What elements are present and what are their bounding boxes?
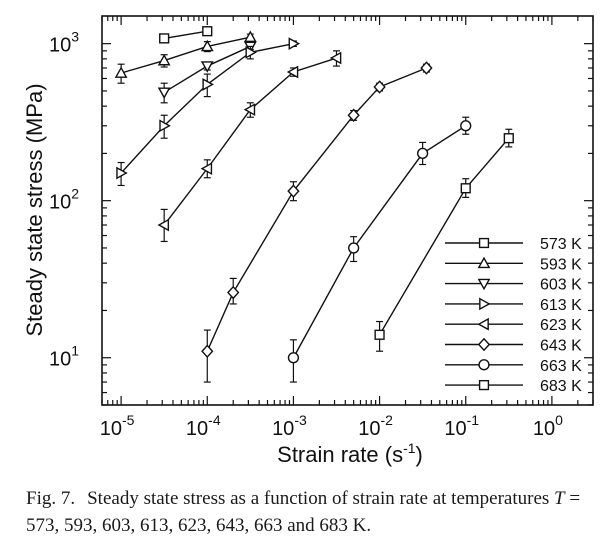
data-point [287,352,300,364]
legend-item: 643 K [445,338,582,355]
legend-marker [478,359,490,371]
data-point [159,119,171,133]
legend-marker [477,278,491,291]
data-point [245,45,257,59]
x-tick-label: 10-5 [100,412,135,440]
x-tick-label: 10-2 [358,412,393,440]
data-point [420,61,433,75]
data-point [202,26,213,37]
data-point [227,285,240,300]
data-point [243,30,257,43]
legend-label: 593 K [540,256,582,273]
legend-label: 573 K [540,236,582,253]
legend-label: 623 K [540,317,582,334]
data-point [347,108,360,123]
data-point [202,78,214,91]
x-tick-label: 10-3 [272,412,307,440]
data-point [374,329,385,340]
legend-item: 603 K [445,277,582,294]
caption-text-before: Steady state stress as a function of str… [87,488,555,509]
series-613k [116,37,301,187]
data-point [159,33,170,44]
axis-ticks [101,16,594,406]
legend-label: 603 K [540,277,582,294]
series-573k [159,26,213,44]
series-683k [374,128,514,352]
legend-marker [478,379,490,391]
legend-label: 613 K [540,297,582,314]
series-line [292,125,467,359]
legend-marker [478,237,490,249]
legend-item: 593 K [445,256,582,273]
data-point [116,166,128,180]
x-tick-label: 100 [533,412,563,440]
figure-caption: Fig. 7. Steady state stress as a function… [26,485,596,539]
series-line [206,67,427,352]
data-point [416,147,429,160]
legend-item: 663 K [445,358,582,375]
data-point [243,103,256,117]
legend-marker [477,337,491,352]
data-point [200,61,214,73]
x-tick-label: 10-1 [444,412,479,440]
y-tick-label: 102 [49,186,79,214]
legend-item: 573 K [445,236,582,253]
series-643k [201,61,433,383]
data-point [201,344,214,358]
data-point [329,51,342,65]
plot-area-frame [101,15,594,406]
axis-tick-labels: 10-5 10-4 10-3 10-2 10-1 100 101 102 103 [49,29,563,440]
strain-rate-stress-chart: 10-5 10-4 10-3 10-2 10-1 100 101 102 103 573 K 59… [22,15,594,467]
y-axis-title: Steady state stress (MPa) [22,83,47,336]
data-point [460,183,471,194]
data-point [114,66,128,78]
data-point [373,80,386,94]
legend: 573 K 593 K 603 K 613 K 623 K 643 K 663 K 683 K [445,236,582,395]
x-axis-title: Strain rate (s-1) [277,440,423,467]
data-point [287,184,300,198]
caption-text-after: = 573, 593, 603, 613, 623, 643, 663 and … [26,488,581,536]
data-point [503,133,514,144]
legend-item: 683 K [445,378,582,395]
legend-item: 623 K [445,317,582,334]
series-line [164,30,208,40]
legend-label: 643 K [540,338,582,355]
caption-variable: T [554,488,565,509]
legend-label: 683 K [540,378,582,395]
data-point [288,37,301,51]
data-point [460,120,472,132]
series-line [120,36,251,74]
legend-item: 613 K [445,297,582,314]
data-point [157,53,171,66]
data-point [286,65,299,79]
x-tick-label: 10-4 [186,412,221,440]
data-point [200,39,214,52]
y-tick-label: 101 [49,343,79,371]
data-point [348,242,360,254]
legend-marker [477,317,489,331]
series-line [163,57,337,226]
caption-label: Fig. 7. [26,488,76,509]
series-663k [287,116,472,383]
data-series [114,26,514,383]
series-line [378,137,510,336]
y-tick-label: 103 [49,29,79,57]
legend-label: 663 K [540,358,582,375]
data-point [157,87,171,99]
data-point [200,162,213,176]
series-593k [114,30,257,84]
legend-marker [477,256,491,269]
series-623k [157,50,342,243]
data-point [157,218,170,232]
legend-marker [479,297,491,311]
